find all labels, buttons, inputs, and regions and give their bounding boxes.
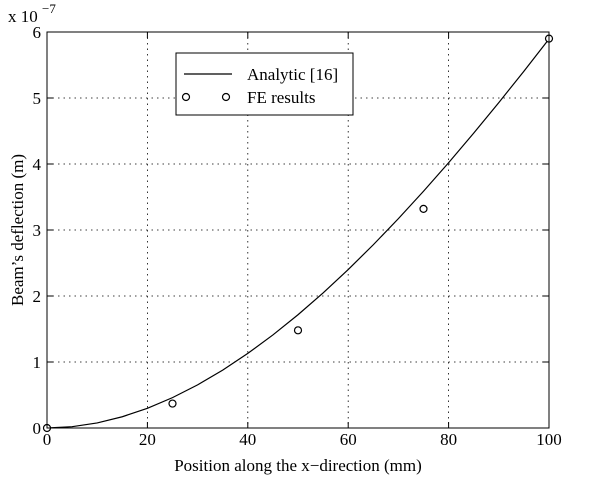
y-tick-label: 4 <box>33 155 42 174</box>
x-tick-label: 100 <box>536 430 562 449</box>
analytic-curve <box>46 38 550 429</box>
fe-result-point <box>419 204 428 213</box>
legend-label-analytic: Analytic [16] <box>247 65 338 84</box>
x-tick-label: 20 <box>139 430 156 449</box>
legend-label-fe-results: FE results <box>247 88 315 107</box>
y-multiplier-exponent: −7 <box>42 1 56 16</box>
legend-marker-swatch <box>221 92 231 102</box>
x-tick-label: 60 <box>340 430 357 449</box>
legend-marker-swatch <box>181 92 191 102</box>
y-axis-label: Beam’s deflection (m) <box>8 154 27 306</box>
y-tick-label: 5 <box>33 89 42 108</box>
legend-box <box>175 52 354 116</box>
x-tick-label: 0 <box>43 430 52 449</box>
y-tick-label: 1 <box>33 353 42 372</box>
y-tick-label: 6 <box>33 23 42 42</box>
y-tick-label: 3 <box>33 221 42 240</box>
axis-ticks: 0 20 40 60 80 100 0 1 2 3 4 5 6 <box>33 23 562 449</box>
fe-result-point <box>293 326 303 335</box>
y-tick-label: 2 <box>33 287 42 306</box>
legend: Analytic [16] FE results <box>175 52 354 116</box>
y-tick-label: 0 <box>33 419 42 438</box>
x-tick-label: 40 <box>239 430 256 449</box>
y-multiplier-base: x 10 <box>8 7 38 26</box>
analytic-series <box>46 38 550 429</box>
y-axis-multiplier: x 10 −7 <box>8 1 56 26</box>
fe-result-point <box>168 399 177 408</box>
x-tick-label: 80 <box>440 430 457 449</box>
x-axis-label: Position along the x−direction (mm) <box>174 456 422 475</box>
